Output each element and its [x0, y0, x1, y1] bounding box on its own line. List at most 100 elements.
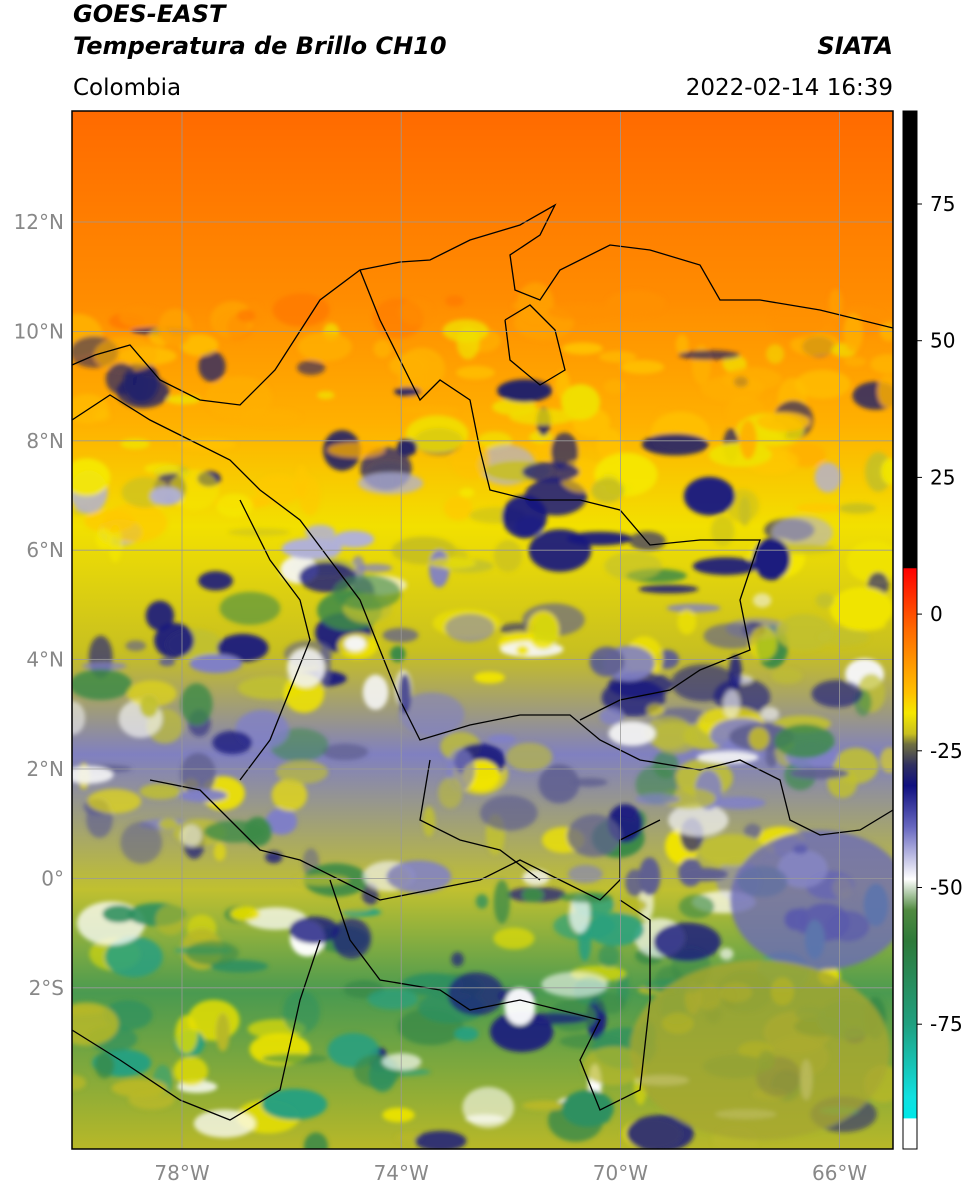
cloud	[708, 442, 772, 467]
lon-label: 78°W	[154, 1161, 209, 1185]
lat-label: 8°N	[26, 429, 64, 453]
map-frame	[71, 110, 894, 1150]
cloud	[760, 707, 780, 721]
cloud	[155, 904, 186, 935]
cloud	[703, 623, 762, 649]
cloud	[487, 734, 516, 744]
cloud	[344, 636, 366, 652]
cloud	[444, 613, 495, 643]
cloud	[287, 648, 325, 688]
cloud	[358, 472, 424, 495]
cloud	[790, 333, 841, 357]
cloud	[389, 354, 428, 377]
cloud	[653, 922, 721, 962]
cloud	[333, 530, 375, 548]
colorbar-label: 25	[930, 465, 955, 489]
cloud	[382, 1053, 422, 1071]
cloud	[144, 463, 180, 475]
cloud	[261, 1088, 328, 1120]
cloud	[72, 669, 133, 700]
cloud	[497, 379, 553, 403]
cloud	[846, 540, 893, 583]
colorbar-label: 0	[930, 602, 943, 626]
cloud	[145, 600, 175, 631]
cloud	[451, 439, 490, 480]
cloud	[94, 336, 158, 373]
cloud	[671, 664, 737, 702]
cloud	[795, 369, 851, 399]
cloud	[620, 360, 665, 374]
cloud	[638, 584, 699, 594]
cloud	[451, 952, 464, 967]
region: Colombia	[73, 75, 181, 101]
cloud	[606, 290, 666, 317]
cloud	[149, 486, 183, 506]
cloud	[522, 461, 580, 482]
cloud	[596, 428, 623, 461]
cloud	[445, 295, 464, 307]
cloud	[281, 537, 343, 560]
cloud	[587, 912, 645, 946]
cloud	[475, 894, 489, 909]
cloud	[723, 689, 740, 719]
cloud	[591, 478, 624, 503]
cloud	[666, 603, 721, 613]
cloud	[614, 897, 648, 914]
cloud	[522, 1100, 567, 1111]
cloud	[830, 587, 893, 631]
cloud	[630, 960, 890, 1140]
cloud	[560, 892, 613, 903]
cloud	[401, 973, 464, 996]
cloud	[504, 987, 536, 1026]
cloud	[180, 824, 202, 847]
cloud	[128, 1089, 175, 1110]
borders	[72, 203, 893, 1121]
cloud	[522, 888, 544, 902]
cloud	[675, 334, 689, 355]
cloud	[104, 936, 163, 978]
cloud	[541, 971, 608, 998]
cloud	[843, 357, 867, 367]
cloud	[173, 1056, 208, 1086]
cloud	[95, 527, 113, 550]
cloud	[641, 433, 709, 456]
cloud	[276, 760, 329, 784]
satellite-image	[72, 111, 893, 1149]
cloud	[771, 515, 834, 550]
cloud	[635, 765, 678, 804]
cloud	[367, 988, 418, 1010]
cloud	[722, 367, 782, 391]
cloud	[72, 701, 86, 735]
cloud	[428, 557, 476, 569]
colorbar	[902, 110, 918, 1150]
cloud	[317, 391, 335, 400]
cloud	[438, 777, 463, 809]
cloud	[245, 907, 307, 930]
cloud	[465, 1114, 505, 1124]
cloud	[165, 394, 201, 405]
cloud	[881, 458, 893, 485]
cloud	[567, 814, 622, 858]
cloud	[697, 751, 759, 764]
cloud	[422, 806, 436, 837]
cloud	[692, 557, 759, 576]
cloud	[814, 462, 842, 493]
cloud	[262, 1053, 328, 1064]
cloud	[84, 509, 136, 533]
labels: 12°N 10°N 8°N 6°N 4°N 2°N 0° 2°S 78°W 74°W 70°W 66°…	[14, 192, 963, 1185]
cloud	[139, 695, 159, 718]
cloud	[265, 808, 298, 835]
cloud-texture	[72, 282, 893, 1149]
cloud	[877, 374, 893, 408]
cloud	[102, 905, 136, 923]
cloud	[180, 752, 216, 796]
cloud	[454, 1026, 479, 1041]
cloud	[811, 680, 863, 708]
cloud	[193, 1109, 256, 1138]
cloud	[493, 540, 523, 572]
cloud	[400, 406, 460, 415]
cloud	[635, 793, 680, 805]
cloud	[843, 313, 863, 353]
cloud	[158, 657, 176, 667]
